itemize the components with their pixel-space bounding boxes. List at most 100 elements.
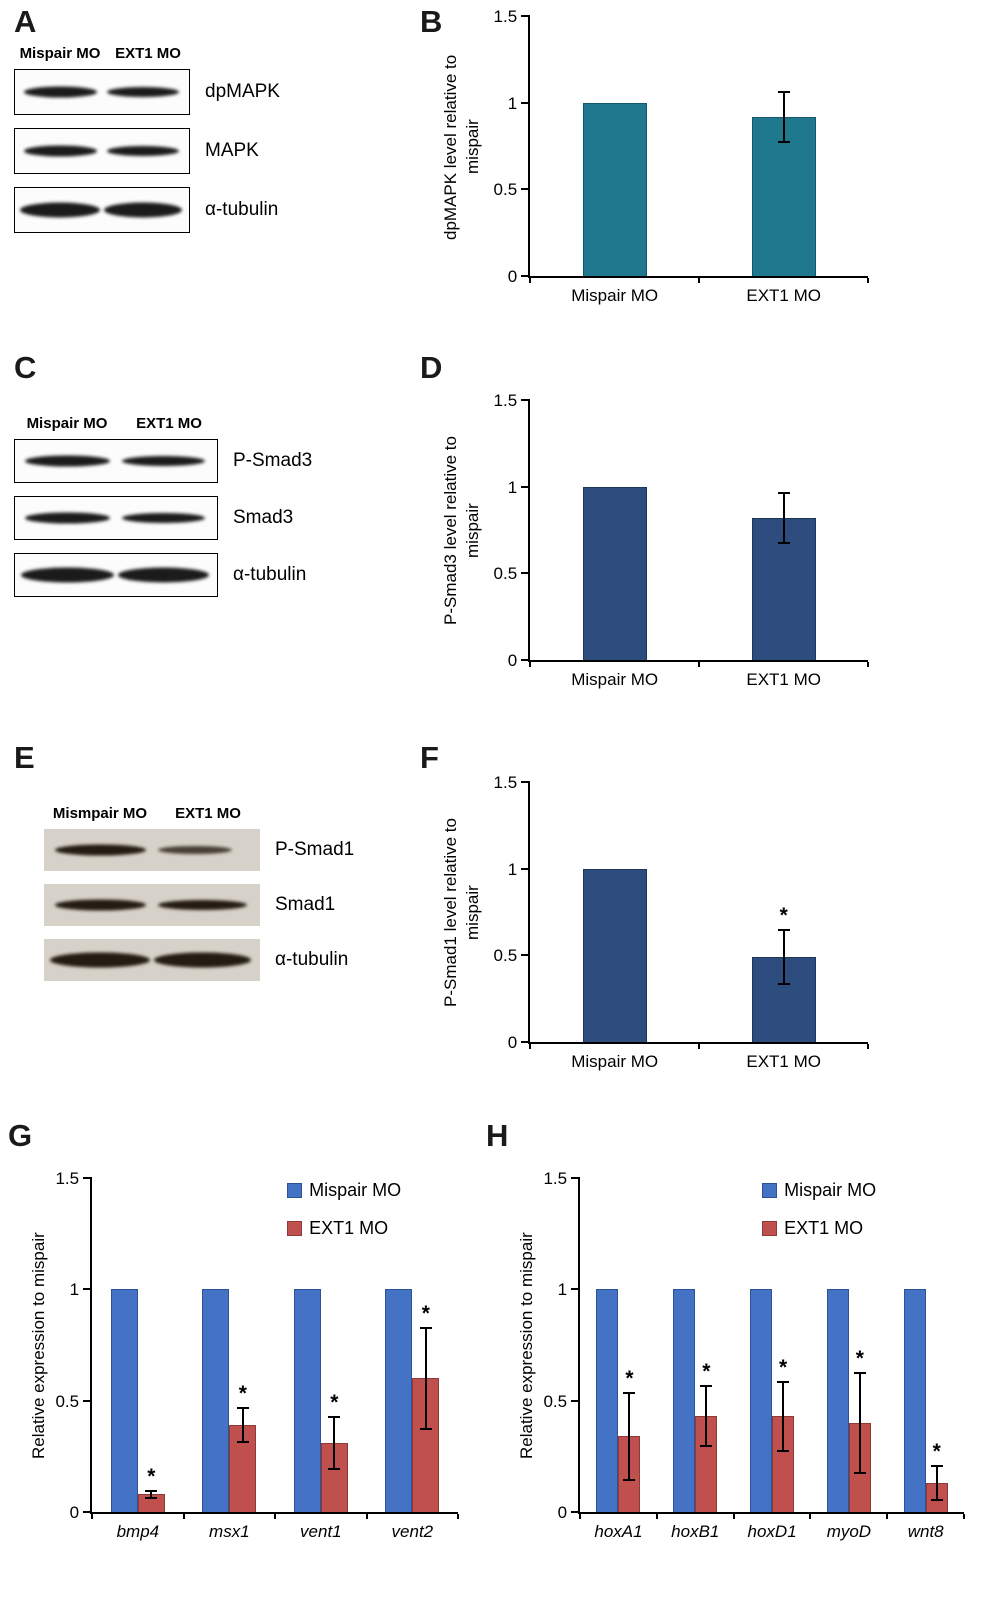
- lane-labels: Mispair MO EXT1 MO: [16, 45, 192, 62]
- lane-label-ext1: EXT1 MO: [175, 805, 241, 822]
- bar: [582, 102, 647, 276]
- blot-image-tubulin: [14, 187, 190, 233]
- x-tick: [529, 1044, 532, 1049]
- x-tick: [274, 1514, 277, 1519]
- x-category-label: Mispair MO: [571, 1052, 659, 1071]
- y-tick-label: 1.5: [493, 7, 518, 26]
- protein-band: [25, 455, 110, 467]
- y-axis-label: Relative expression to mispair: [517, 1232, 536, 1460]
- blot-image-tubulin: [14, 553, 218, 597]
- panel-letter-a: A: [14, 4, 37, 39]
- y-tick-label: 0: [507, 1033, 518, 1052]
- band-label: α-tubulin: [205, 199, 279, 220]
- panel-letter-e: E: [14, 740, 35, 775]
- blot-image-tubulin: [44, 939, 260, 981]
- panel-h: H Relative expression to mispair 0 0.5 1 1.…: [486, 1118, 986, 1541]
- x-tick: [529, 278, 532, 283]
- legend-swatch-ext1: [287, 1221, 303, 1236]
- legend-swatch-mispair: [762, 1183, 778, 1198]
- lane-label-mispair: Mispair MO: [19, 45, 101, 62]
- legend-item-ext1: EXT1 MO: [762, 1218, 876, 1239]
- x-tick: [457, 1514, 460, 1519]
- protein-band: [20, 202, 101, 218]
- error-bar-cap: [777, 140, 790, 143]
- lane-labels: Mismpair MO EXT1 MO: [46, 805, 262, 822]
- error-bar-cap: [328, 1467, 341, 1470]
- panel-letter-h: H: [486, 1118, 509, 1153]
- panel-a: A Mispair MO EXT1 MO dpMAPK MAPK: [14, 6, 414, 246]
- band-label: P-Smad1: [275, 839, 355, 860]
- x-category-label: wnt8: [907, 1522, 944, 1541]
- x-category-label: msx1: [209, 1522, 250, 1541]
- chart-hox-genes: Relative expression to mispair 0 0.5 1 1.5 h…: [516, 1169, 986, 1541]
- significance-asterisk: *: [779, 1355, 788, 1379]
- panel-letter-g: G: [8, 1118, 33, 1153]
- y-tick-label: 0.5: [493, 946, 518, 966]
- blot-row-smad3: Smad3: [14, 496, 414, 540]
- error-bar-cap: [930, 1465, 943, 1468]
- y-tick-label: 1.5: [55, 1169, 80, 1188]
- y-tick-label: 1: [557, 1280, 568, 1300]
- blot-row-tubulin: α-tubulin: [14, 187, 414, 233]
- error-bar: [777, 491, 790, 544]
- y-tick: 1.5: [494, 391, 531, 410]
- plot-area: 0 0.5 1 1.5 bmp4 * msx1 * vent1 * vent2 * Mispair M…: [50, 1169, 460, 1541]
- lane-label-ext1: EXT1 MO: [115, 45, 181, 62]
- protein-band: [50, 952, 150, 968]
- x-category-label: Mispair MO: [571, 286, 659, 305]
- error-bar-cap: [930, 1498, 943, 1501]
- x-tick: [886, 1514, 889, 1519]
- y-axis-label: P-Smad1 level relative to mispair: [441, 818, 483, 1008]
- error-bar-cap: [623, 1391, 636, 1394]
- panel-e: E Mismpair MO EXT1 MO P-Smad1 Smad1: [14, 742, 414, 994]
- y-tick: 1.5: [543, 1169, 581, 1188]
- chart-psmad1: P-Smad1 level relative to mispair 0 0.5 1 1…: [440, 773, 982, 1071]
- significance-asterisk: *: [421, 1302, 430, 1326]
- legend-item-mispair: Mispair MO: [762, 1180, 876, 1201]
- bar: [751, 116, 816, 276]
- y-tick-label: 0: [507, 267, 518, 286]
- error-bar: [930, 1465, 943, 1501]
- x-tick: [579, 1514, 582, 1519]
- y-tick: 0: [508, 267, 531, 286]
- error-bar: [236, 1407, 249, 1443]
- x-tick: [867, 662, 870, 667]
- x-tick: [365, 1514, 368, 1519]
- lane-label-mispair: Mismpair MO: [52, 805, 148, 822]
- y-tick: 0.5: [494, 180, 531, 199]
- band-label: MAPK: [205, 140, 259, 161]
- legend-label: EXT1 MO: [784, 1218, 864, 1238]
- band-label: α-tubulin: [275, 949, 349, 970]
- legend-label: EXT1 MO: [309, 1218, 389, 1238]
- legend: Mispair MO EXT1 MO: [287, 1180, 401, 1239]
- bar-plot-dpmapk: 0 0.5 1 1.5 Mispair MO EXT1 MO: [494, 7, 870, 305]
- x-tick: [182, 1514, 185, 1519]
- x-tick: [91, 1514, 94, 1519]
- error-bar: [419, 1327, 432, 1430]
- panel-d: D P-Smad3 level relative to mispair 0 0.5…: [420, 352, 982, 689]
- band-label: α-tubulin: [233, 564, 307, 585]
- x-tick: [867, 278, 870, 283]
- bar-plot-psmad1: 0 0.5 1 1.5 Mispair MO EXT1 MO *: [494, 773, 870, 1071]
- error-bar-cap: [419, 1427, 432, 1430]
- error-bar-cap: [777, 1449, 790, 1452]
- chart-dpmapk: dpMAPK level relative to mispair 0 0.5 1 1.…: [440, 7, 982, 305]
- significance-asterisk: *: [625, 1366, 634, 1390]
- error-bar-cap: [777, 491, 790, 494]
- significance-asterisk: *: [238, 1382, 247, 1406]
- y-tick-label: 1.5: [493, 391, 518, 410]
- error-bar-cap: [777, 929, 790, 932]
- y-tick-label: 1: [507, 477, 518, 497]
- y-tick: 1: [508, 94, 531, 113]
- western-blot-a: Mispair MO EXT1 MO dpMAPK MAPK: [14, 45, 414, 233]
- error-bar: [623, 1391, 636, 1481]
- x-tick: [963, 1514, 966, 1519]
- significance-asterisk: *: [147, 1464, 156, 1488]
- error-bar-cap: [236, 1440, 249, 1443]
- error-bar: [700, 1385, 713, 1448]
- y-tick: 0.5: [543, 1392, 581, 1411]
- bar: [596, 1289, 619, 1512]
- error-bar-cap: [328, 1416, 341, 1419]
- y-tick-label: 1: [69, 1280, 80, 1300]
